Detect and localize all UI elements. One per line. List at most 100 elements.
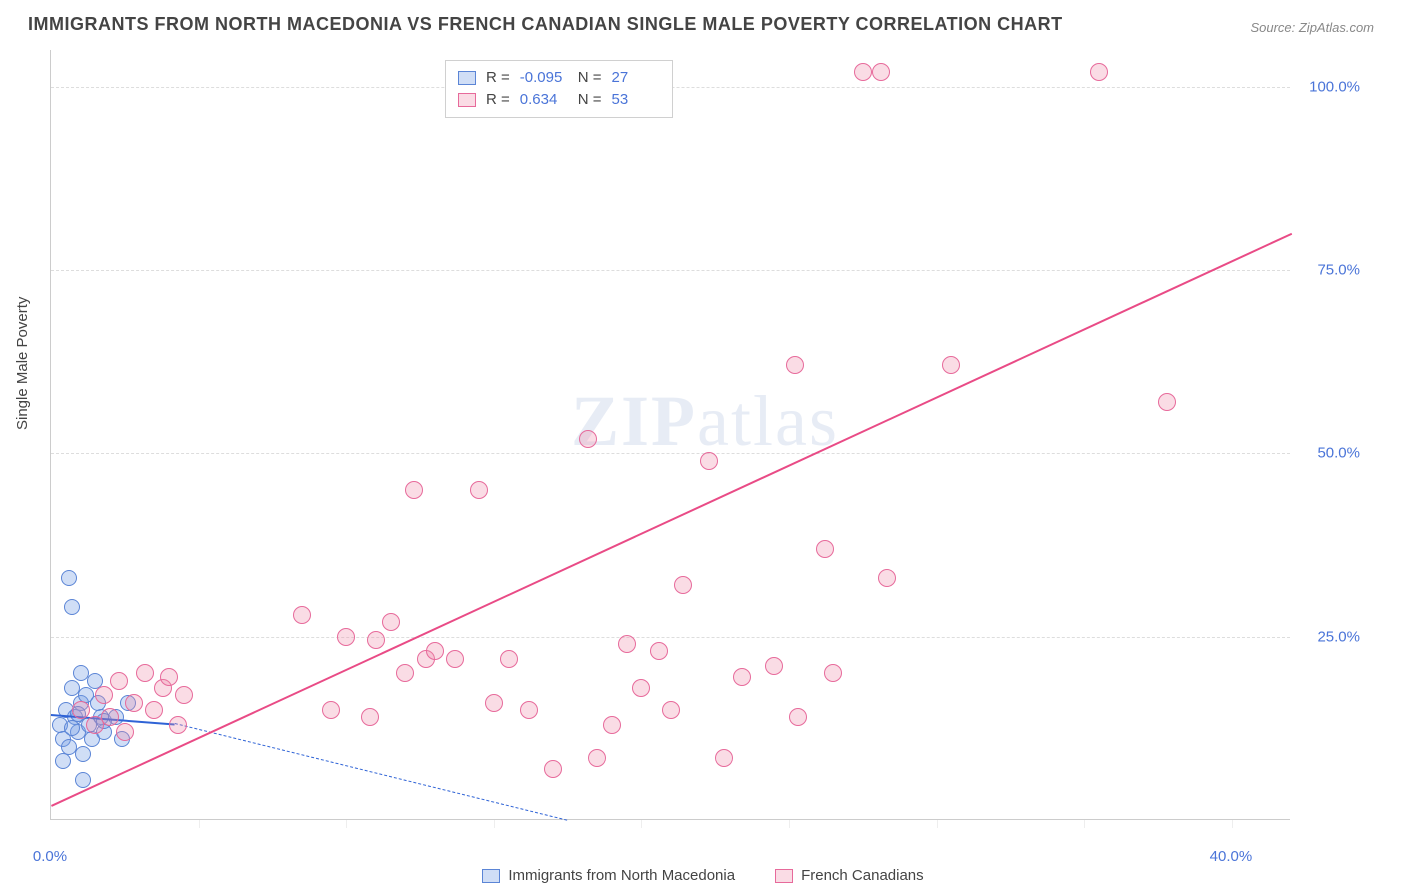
x-tick-label: 40.0% — [1210, 848, 1253, 865]
stat-n-label: N = — [578, 89, 602, 111]
legend-swatch — [458, 93, 476, 107]
legend-item: French Canadians — [775, 867, 924, 884]
scatter-point — [446, 650, 464, 668]
scatter-point — [588, 749, 606, 767]
scatter-point — [382, 613, 400, 631]
stat-n-label: N = — [578, 67, 602, 89]
scatter-point — [110, 672, 128, 690]
scatter-point — [824, 664, 842, 682]
scatter-point — [293, 606, 311, 624]
scatter-point — [789, 708, 807, 726]
trend-line — [51, 233, 1292, 807]
scatter-point — [405, 481, 423, 499]
watermark: ZIPatlas — [571, 380, 839, 463]
scatter-point — [520, 701, 538, 719]
legend-swatch — [458, 71, 476, 85]
legend-label: French Canadians — [801, 867, 924, 884]
scatter-point — [55, 753, 71, 769]
stat-r-label: R = — [486, 89, 510, 111]
scatter-point — [64, 680, 80, 696]
scatter-point — [426, 642, 444, 660]
scatter-point — [125, 694, 143, 712]
gridline-h — [51, 453, 1290, 454]
scatter-point — [715, 749, 733, 767]
scatter-point — [169, 716, 187, 734]
scatter-point — [662, 701, 680, 719]
gridline-v — [199, 820, 200, 828]
stat-n-value: 53 — [612, 89, 660, 111]
y-tick-label: 100.0% — [1300, 78, 1360, 95]
y-axis-title: Single Male Poverty — [14, 297, 31, 430]
scatter-point — [632, 679, 650, 697]
y-tick-label: 25.0% — [1300, 628, 1360, 645]
gridline-v — [1084, 820, 1085, 828]
chart-title: IMMIGRANTS FROM NORTH MACEDONIA VS FRENC… — [28, 14, 1063, 35]
watermark-rest: atlas — [697, 381, 839, 461]
gridline-v — [937, 820, 938, 828]
gridline-v — [1232, 820, 1233, 828]
gridline-v — [346, 820, 347, 828]
bottom-legend: Immigrants from North Macedonia French Ca… — [0, 867, 1406, 884]
scatter-point — [786, 356, 804, 374]
scatter-point — [765, 657, 783, 675]
legend-item: Immigrants from North Macedonia — [482, 867, 735, 884]
scatter-point — [816, 540, 834, 558]
scatter-point — [75, 772, 91, 788]
scatter-point — [650, 642, 668, 660]
chart-plot-area: ZIPatlas 25.0%50.0%75.0%100.0% — [50, 50, 1290, 820]
scatter-point — [322, 701, 340, 719]
y-tick-label: 50.0% — [1300, 445, 1360, 462]
scatter-point — [160, 668, 178, 686]
scatter-point — [361, 708, 379, 726]
scatter-point — [618, 635, 636, 653]
stat-r-label: R = — [486, 67, 510, 89]
scatter-point — [878, 569, 896, 587]
scatter-point — [579, 430, 597, 448]
trend-line — [175, 723, 568, 821]
stat-n-value: 27 — [612, 67, 660, 89]
gridline-h — [51, 637, 1290, 638]
stat-r-value: 0.634 — [520, 89, 568, 111]
stat-r-value: -0.095 — [520, 67, 568, 89]
scatter-point — [75, 746, 91, 762]
scatter-point — [544, 760, 562, 778]
gridline-v — [494, 820, 495, 828]
x-tick-label: 0.0% — [33, 848, 67, 865]
legend-swatch — [482, 869, 500, 883]
scatter-point — [500, 650, 518, 668]
gridline-h — [51, 270, 1290, 271]
scatter-point — [61, 739, 77, 755]
scatter-point — [485, 694, 503, 712]
legend-stats-row: R = 0.634 N = 53 — [458, 89, 660, 111]
scatter-point — [942, 356, 960, 374]
scatter-point — [136, 664, 154, 682]
gridline-v — [641, 820, 642, 828]
scatter-point — [145, 701, 163, 719]
scatter-point — [61, 570, 77, 586]
scatter-point — [95, 686, 113, 704]
scatter-point — [116, 723, 134, 741]
scatter-point — [73, 665, 89, 681]
scatter-point — [700, 452, 718, 470]
scatter-point — [872, 63, 890, 81]
y-tick-label: 75.0% — [1300, 262, 1360, 279]
gridline-v — [789, 820, 790, 828]
scatter-point — [64, 720, 80, 736]
watermark-bold: ZIP — [571, 381, 697, 461]
legend-swatch — [775, 869, 793, 883]
scatter-point — [1158, 393, 1176, 411]
source-label: Source: ZipAtlas.com — [1250, 20, 1374, 35]
legend-stats-row: R = -0.095 N = 27 — [458, 67, 660, 89]
scatter-point — [72, 701, 90, 719]
scatter-point — [674, 576, 692, 594]
scatter-point — [396, 664, 414, 682]
scatter-point — [1090, 63, 1108, 81]
legend-stats: R = -0.095 N = 27 R = 0.634 N = 53 — [445, 60, 673, 118]
scatter-point — [175, 686, 193, 704]
scatter-point — [854, 63, 872, 81]
scatter-point — [367, 631, 385, 649]
scatter-point — [733, 668, 751, 686]
scatter-point — [101, 708, 119, 726]
scatter-point — [64, 599, 80, 615]
legend-label: Immigrants from North Macedonia — [508, 867, 735, 884]
